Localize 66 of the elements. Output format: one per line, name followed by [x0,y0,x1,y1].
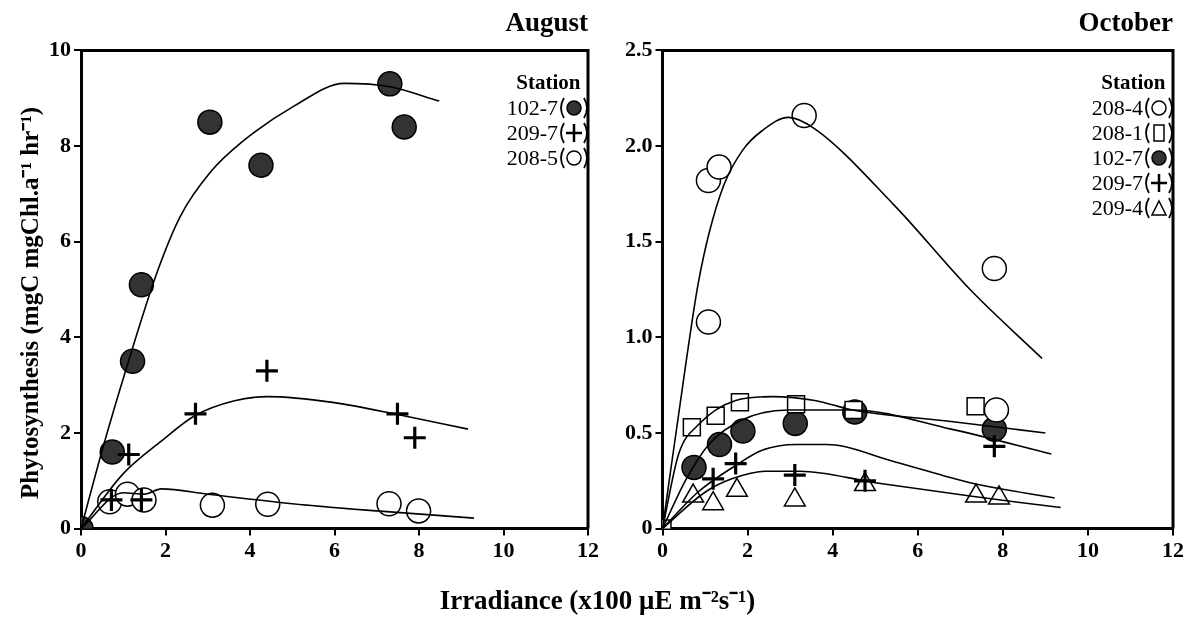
point [99,439,126,465]
point [981,255,1008,282]
point [386,402,409,425]
x-axis-title: Irradiance (x100 μE m⁻²s⁻¹) [438,584,757,617]
point [983,435,1006,458]
point [391,114,417,140]
y-tick-label: 2.5 [625,36,653,62]
point [403,426,426,449]
point [117,443,140,466]
point [197,109,223,135]
x-tick-label: 10 [1076,537,1099,563]
y-tick-label: 2.0 [625,131,653,157]
legend-label: 208-5 [506,145,559,170]
x-tick-label: 4 [244,537,256,563]
point [702,467,725,490]
point [376,490,402,517]
point [377,71,403,97]
point [791,102,817,129]
point [199,492,226,518]
point [255,491,281,517]
legend-title: Station [515,70,582,95]
legend-label: 209-7 [1091,170,1144,195]
legend-label: 209-7 [506,120,559,145]
point [983,397,1010,423]
x-tick-label: 12 [577,537,599,563]
y-tick-label: 1.5 [625,227,653,253]
point [724,452,747,475]
legend-label: 209-4 [1091,195,1144,220]
y-tick-label: 10 [49,36,71,62]
chart-title: August [505,7,589,38]
x-tick-label: 8 [997,537,1009,563]
chart-title: October [1078,7,1174,38]
point [128,271,155,298]
y-tick-label: 8 [60,131,71,157]
point [184,402,207,425]
point [730,418,756,444]
point [783,464,806,487]
y-tick-label: 0 [60,514,71,540]
legend-label: 208-4 [1091,95,1144,120]
x-tick-label: 6 [329,537,340,563]
x-tick-label: 8 [413,537,425,563]
y-axis-title: Phytosynthesis (mgC mgChl.a⁻¹ hr⁻¹) [15,105,44,502]
y-tick-label: 4 [60,323,71,349]
point [681,454,707,481]
y-tick-label: 0.5 [625,418,653,444]
point [706,431,733,458]
point [706,154,732,180]
x-tick-label: 2 [742,537,754,563]
point [695,309,722,335]
y-tick-label: 2 [60,418,71,444]
x-tick-label: 6 [912,537,924,563]
legend-label: 102-7 [506,95,559,120]
x-tick-label: 12 [1162,537,1184,563]
point [405,498,432,524]
point [255,359,278,382]
point [119,348,146,374]
point [248,152,274,178]
x-tick-label: 10 [492,537,515,563]
y-tick-label: 6 [60,227,71,253]
y-tick-label: 0 [641,514,653,540]
x-tick-label: 2 [160,537,171,563]
x-tick-label: 4 [827,537,839,563]
legend-title: Station [1100,70,1167,95]
legend-label: 102-7 [1091,145,1144,170]
legend-label: 208-1 [1091,120,1144,145]
y-tick-label: 1.0 [625,323,653,349]
